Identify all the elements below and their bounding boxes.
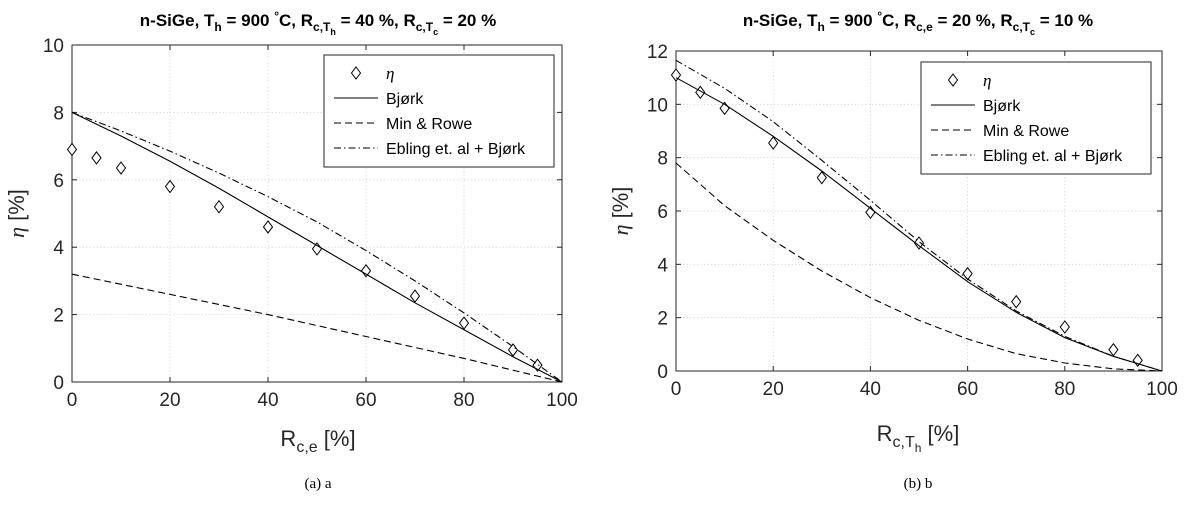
y-axis-label: η [%] xyxy=(608,187,633,236)
eta-marker xyxy=(670,68,682,82)
legend-label: Bjørk xyxy=(386,91,424,108)
legend-box xyxy=(920,61,1152,175)
eta-marker xyxy=(262,220,274,234)
eta-marker xyxy=(695,85,706,100)
x-tick-label: 0 xyxy=(67,390,78,411)
x-tick-label: 80 xyxy=(453,390,474,411)
legend-label: Ebling et. al + Bjørk xyxy=(983,148,1123,165)
eta-marker xyxy=(66,142,78,157)
eta-marker xyxy=(768,136,779,150)
figure-caption: (a) a xyxy=(304,476,331,492)
figure-caption: (b) b xyxy=(904,476,933,492)
eta-marker xyxy=(816,170,827,185)
eta-marker xyxy=(507,343,519,357)
eta-marker xyxy=(1059,320,1070,334)
y-tick-label: 0 xyxy=(53,373,64,394)
y-tick-label: 10 xyxy=(647,95,668,116)
eta-marker xyxy=(1011,294,1022,309)
y-tick-label: 10 xyxy=(43,36,64,57)
x-tick-label: 80 xyxy=(1054,379,1075,400)
legend-label: Min & Rowe xyxy=(386,116,472,133)
y-tick-label: 2 xyxy=(53,306,64,327)
x-tick-label: 100 xyxy=(1146,379,1178,400)
eta-marker xyxy=(962,266,973,281)
legend-label: Min & Rowe xyxy=(983,123,1069,140)
axes-box xyxy=(71,44,563,383)
eta-marker xyxy=(458,316,470,330)
eta-marker xyxy=(91,151,102,165)
x-axis-label: Rc,e [%] xyxy=(280,426,355,456)
eta-marker xyxy=(213,199,225,214)
legend: η Bjørk Min & Rowe Ebling et. al + Bjørk xyxy=(920,61,1152,175)
bjork-line xyxy=(675,77,1163,372)
x-tick-label: 40 xyxy=(257,390,278,411)
eta-marker xyxy=(360,263,372,278)
chart-title: n-SiGe, Th = 900 °C, Rc,Th = 40 %, Rc,Tc… xyxy=(140,9,496,37)
y-axis-label: η [%] xyxy=(4,189,29,238)
panel-b: 0 20 40 60 80 100 0 2 4 6 8 10 12 η Bjørk Min & Rowe Ebl… xyxy=(608,9,1178,492)
x-tick-label: 100 xyxy=(546,390,578,411)
min-rowe-line xyxy=(675,162,1163,372)
y-tick-label: 6 xyxy=(657,202,668,223)
panel-a: 0 20 40 60 80 100 0 2 4 6 8 10 η Bjørk Min & Rowe Eblin… xyxy=(4,9,578,492)
legend-label: Bjørk xyxy=(983,98,1021,115)
y-tick-label: 6 xyxy=(53,171,64,192)
y-tick-label: 0 xyxy=(657,362,668,383)
ebling-bjork-line xyxy=(675,59,1163,372)
y-tick-label: 8 xyxy=(53,103,64,124)
legend-marker-eta xyxy=(350,66,362,80)
x-tick-label: 60 xyxy=(355,390,376,411)
x-axis-label: Rc,Th [%] xyxy=(877,421,960,455)
bjork-line xyxy=(71,111,563,383)
ebling-bjork-line xyxy=(71,111,563,383)
legend: η Bjørk Min & Rowe Ebling et. al + Bjørk xyxy=(323,54,555,168)
y-tick-label: 4 xyxy=(657,255,668,276)
chart-title: n-SiGe, Th = 900 °C, Rc,e = 20 %, Rc,Tc … xyxy=(743,9,1093,37)
min-rowe-line xyxy=(71,273,563,383)
eta-marker xyxy=(164,179,176,194)
legend-label: η xyxy=(983,71,991,90)
eta-marker xyxy=(1108,342,1119,357)
x-tick-label: 0 xyxy=(671,379,682,400)
legend-label: Ebling et. al + Bjørk xyxy=(386,141,526,158)
legend-box xyxy=(323,54,555,168)
y-tick-label: 12 xyxy=(647,42,668,63)
y-tick-label: 8 xyxy=(657,149,668,170)
x-tick-label: 40 xyxy=(860,379,881,400)
legend-label: η xyxy=(386,64,394,83)
x-tick-label: 60 xyxy=(957,379,978,400)
eta-marker xyxy=(115,161,127,175)
legend-marker-eta xyxy=(947,73,959,87)
x-tick-label: 20 xyxy=(159,390,180,411)
y-tick-label: 2 xyxy=(657,309,668,330)
eta-marker xyxy=(409,289,421,303)
y-tick-label: 4 xyxy=(53,238,64,259)
x-tick-label: 20 xyxy=(763,379,784,400)
